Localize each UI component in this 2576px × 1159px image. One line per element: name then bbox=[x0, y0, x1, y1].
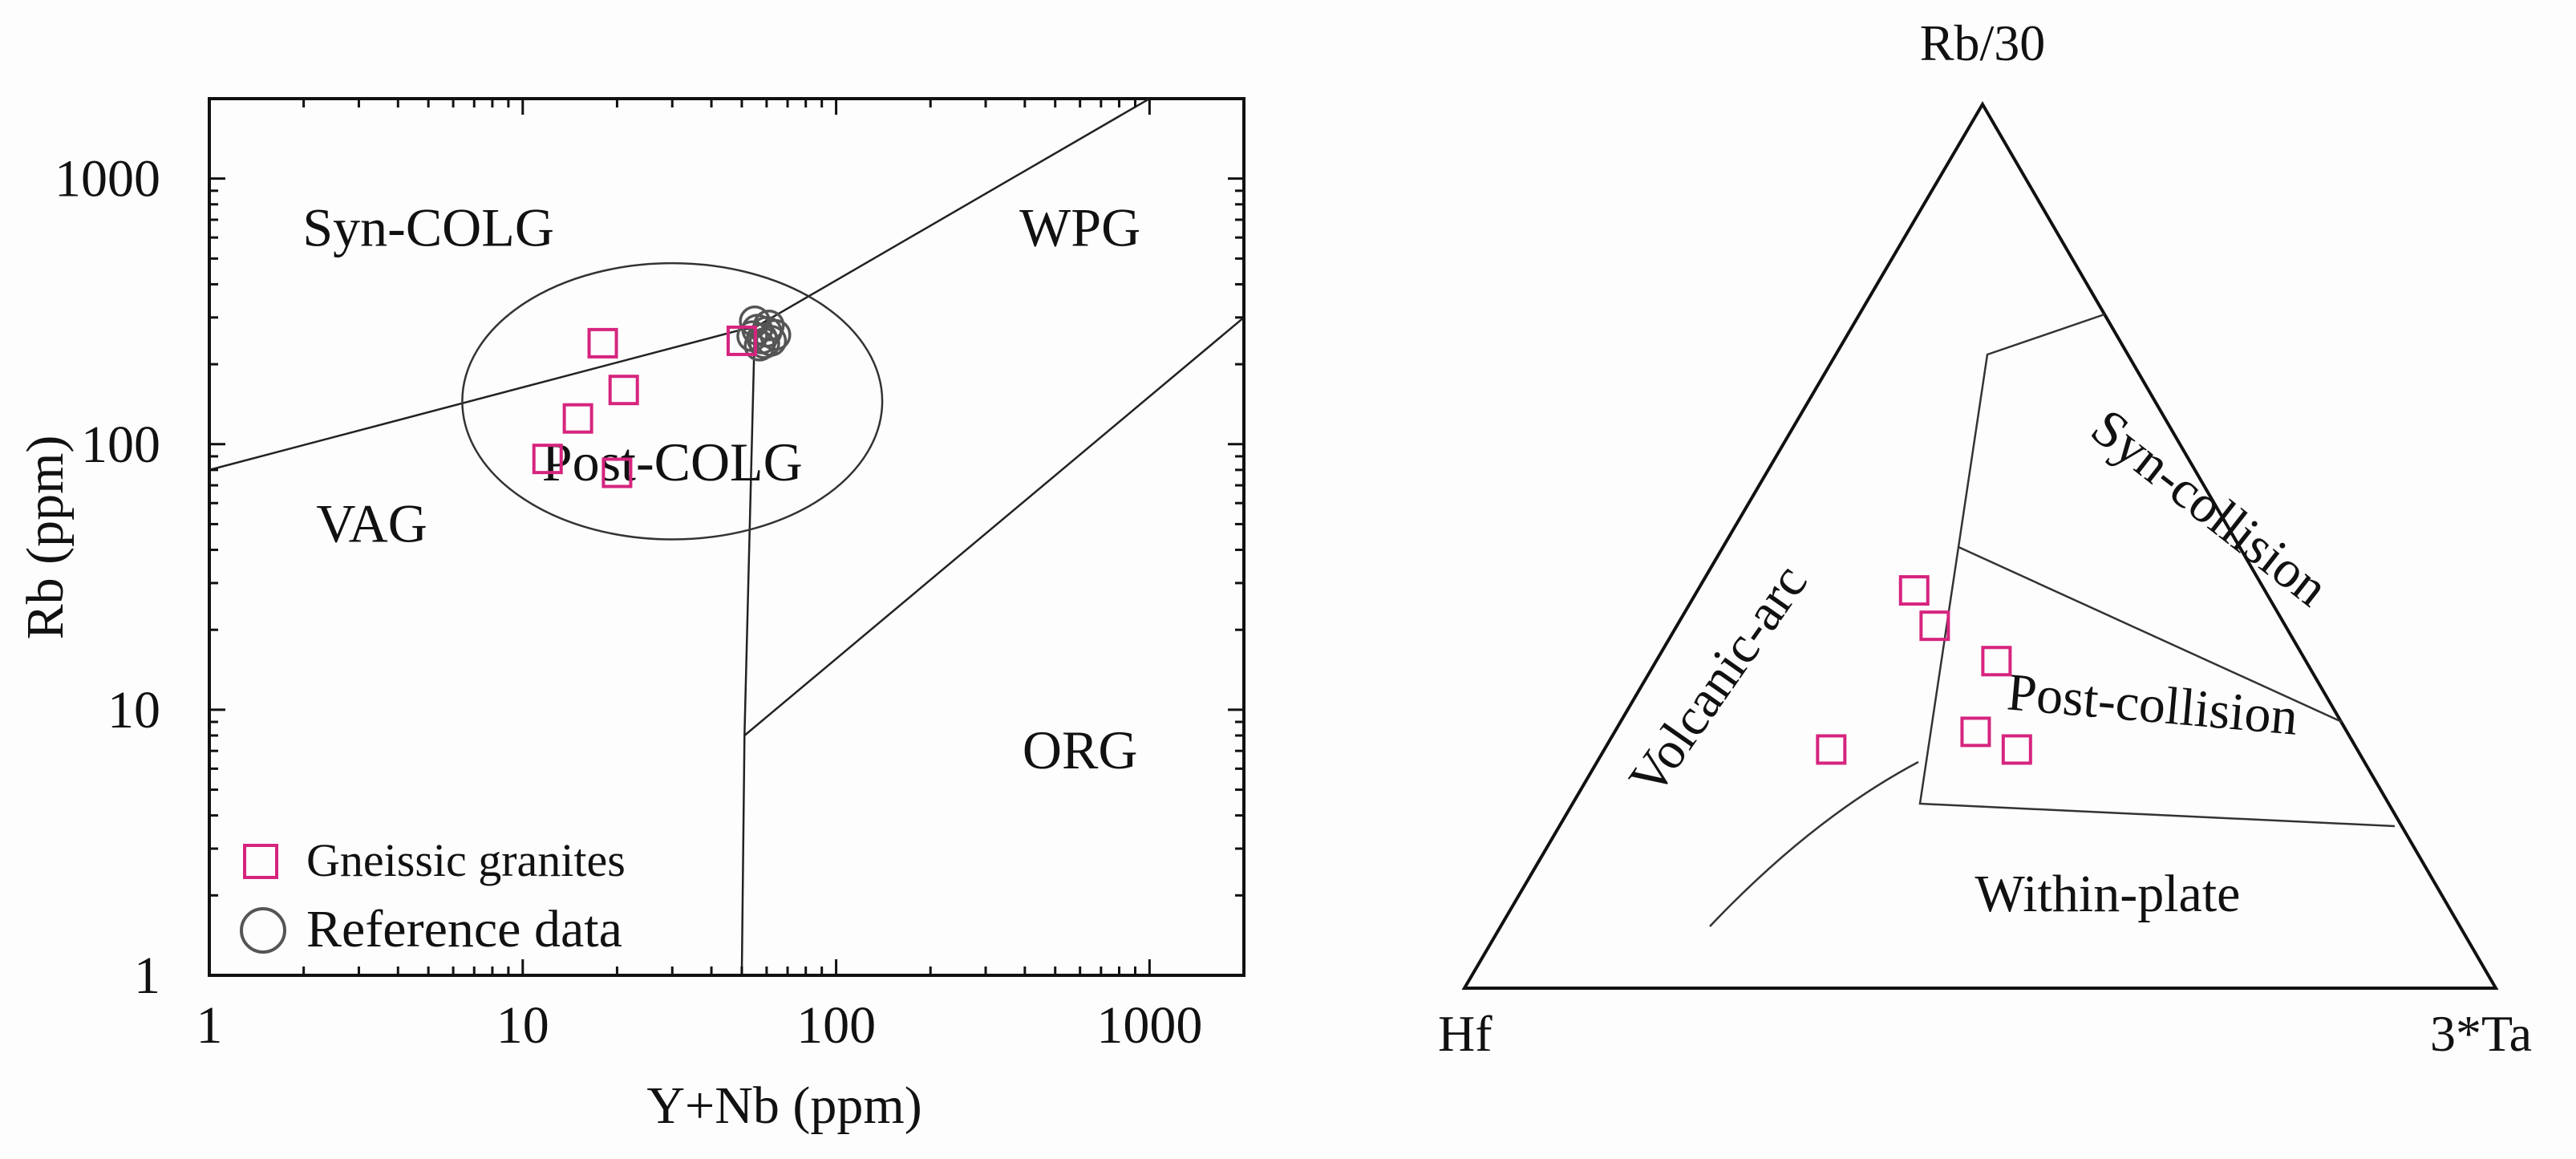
ternary-gneissic-granite-point bbox=[1960, 716, 1991, 748]
field-label-within-plate: Within-plate bbox=[1975, 865, 2241, 923]
ternary-gneissic-granite-point bbox=[1816, 734, 1847, 765]
y-tick-label: 1000 bbox=[55, 150, 160, 209]
field-label: Syn-COLG bbox=[302, 197, 554, 258]
legend-square-marker bbox=[243, 844, 278, 879]
y-tick-label: 100 bbox=[81, 415, 160, 474]
reference-data-point bbox=[759, 318, 792, 351]
gneissic-granite-point bbox=[601, 457, 633, 488]
ternary-data-points bbox=[1816, 575, 2032, 765]
y-axis-label: Rb (ppm) bbox=[16, 436, 75, 640]
data-points bbox=[532, 305, 792, 488]
gneissic-granite-point bbox=[587, 327, 618, 359]
gneissic-granite-point bbox=[532, 444, 563, 475]
x-axis-label: Y+Nb (ppm) bbox=[646, 1076, 921, 1135]
legend-label-reference: Reference data bbox=[306, 900, 622, 958]
legend: Gneissic granites Reference data bbox=[240, 834, 626, 958]
ternary-gneissic-granite-point bbox=[1919, 610, 1950, 642]
field-labels: Syn-COLG WPG VAG ORG Post-COLG bbox=[302, 197, 1140, 781]
reference-data-point bbox=[743, 330, 776, 362]
legend-circle-marker bbox=[240, 907, 286, 954]
field-label: VAG bbox=[316, 492, 427, 553]
field-label: WPG bbox=[1019, 197, 1140, 258]
post-collision-boundary bbox=[1958, 545, 2343, 723]
tick-labels: 1 10 100 1000 1 10 100 1000 bbox=[55, 150, 1202, 1055]
volcanic-arc-boundary bbox=[1709, 760, 1919, 927]
gneissic-granite-point bbox=[562, 403, 593, 434]
ternary-frame bbox=[1461, 101, 2499, 990]
legend-label-gneissic: Gneissic granites bbox=[306, 834, 626, 886]
post-colg-ellipse bbox=[461, 261, 884, 541]
ternary-gneissic-granite-point bbox=[1981, 646, 2012, 677]
gneissic-granite-point bbox=[726, 325, 757, 356]
ternary-diagram: Rb/30 Hf 3*Ta Syn-collision Post-collisi… bbox=[1438, 14, 2532, 1062]
axis-ticks bbox=[208, 97, 1245, 977]
plot-frame bbox=[208, 97, 1245, 977]
x-tick-label: 1 bbox=[196, 996, 223, 1055]
x-tick-label: 1000 bbox=[1096, 996, 1202, 1055]
y-tick-label: 1 bbox=[134, 946, 160, 1005]
apex-label-left: Hf bbox=[1438, 1005, 1493, 1062]
ternary-gneissic-granite-point bbox=[1898, 575, 1930, 606]
reference-data-point bbox=[748, 327, 780, 359]
field-label: Post-COLG bbox=[542, 432, 803, 492]
apex-label-right: 3*Ta bbox=[2430, 1005, 2532, 1062]
field-label: ORG bbox=[1023, 719, 1138, 780]
x-tick-label: 10 bbox=[496, 996, 549, 1055]
gneissic-granite-point bbox=[608, 375, 639, 406]
boundary-line-3 bbox=[743, 316, 1245, 736]
apex-label-top: Rb/30 bbox=[1920, 14, 2045, 71]
y-tick-label: 10 bbox=[107, 681, 160, 740]
rb-vs-ynb-diagram: 1 10 100 1000 1 10 100 1000 Syn-COLG WPG VAG ORG Po… bbox=[16, 97, 1245, 1135]
ternary-gneissic-granite-point bbox=[2001, 734, 2032, 765]
reference-data-point bbox=[752, 309, 785, 342]
x-tick-label: 100 bbox=[796, 996, 876, 1055]
